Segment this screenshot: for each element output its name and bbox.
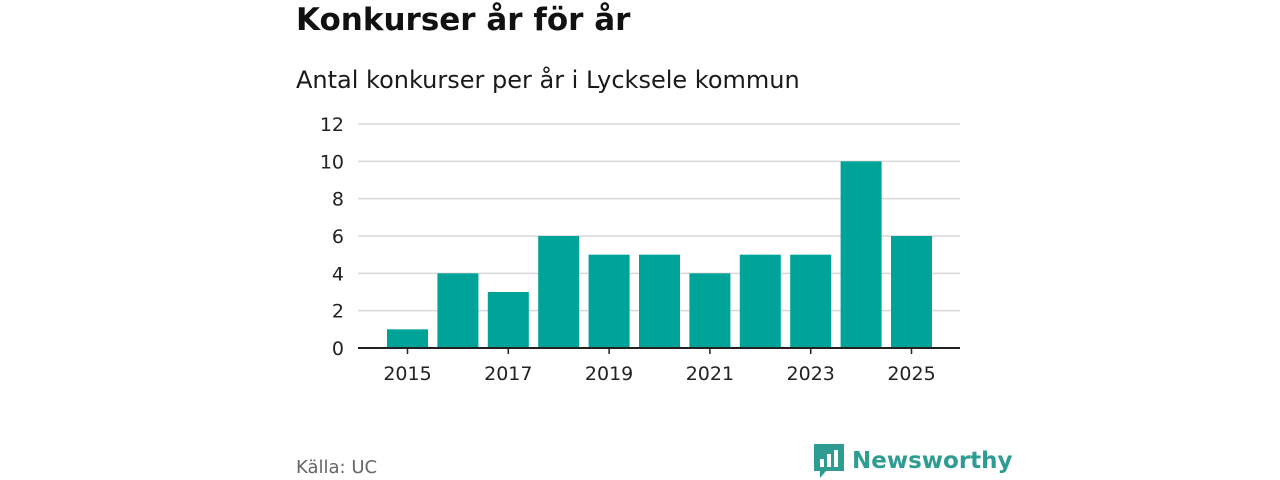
bar <box>387 329 428 348</box>
bar <box>487 292 529 348</box>
brand-logo[interactable]: Newsworthy <box>814 444 1013 478</box>
bar <box>538 236 580 348</box>
bar <box>790 254 832 348</box>
newsworthy-logo-icon <box>814 444 844 478</box>
y-tick-label: 12 <box>320 114 344 136</box>
bar-chart: 0 2 4 6 8 10 12 2015 2017 2019 2021 2023 2025 <box>320 114 960 385</box>
y-tick-label: 8 <box>332 189 344 211</box>
x-tick-label: 2025 <box>887 363 935 385</box>
brand-name: Newsworthy <box>852 448 1013 474</box>
bar <box>639 254 680 348</box>
y-tick-label: 4 <box>332 263 344 285</box>
x-tick-label: 2019 <box>585 363 633 385</box>
x-tick-label: 2017 <box>484 363 532 385</box>
x-tick-label: 2023 <box>787 363 835 385</box>
bar <box>437 273 479 348</box>
y-tick-label: 0 <box>332 338 344 360</box>
bar <box>891 236 932 348</box>
chart-subtitle: Antal konkurser per år i Lycksele kommun <box>296 66 800 94</box>
bar <box>588 254 630 348</box>
bar <box>689 273 731 348</box>
chart-title: Konkurser år för år <box>296 2 631 38</box>
source-note: Källa: UC <box>296 457 378 478</box>
x-tick-label: 2015 <box>383 363 431 385</box>
x-tick-label: 2021 <box>686 363 734 385</box>
y-tick-label: 10 <box>320 151 344 173</box>
bar <box>840 161 882 348</box>
y-tick-label: 6 <box>332 226 344 248</box>
bar <box>739 254 781 348</box>
y-tick-label: 2 <box>332 301 344 323</box>
